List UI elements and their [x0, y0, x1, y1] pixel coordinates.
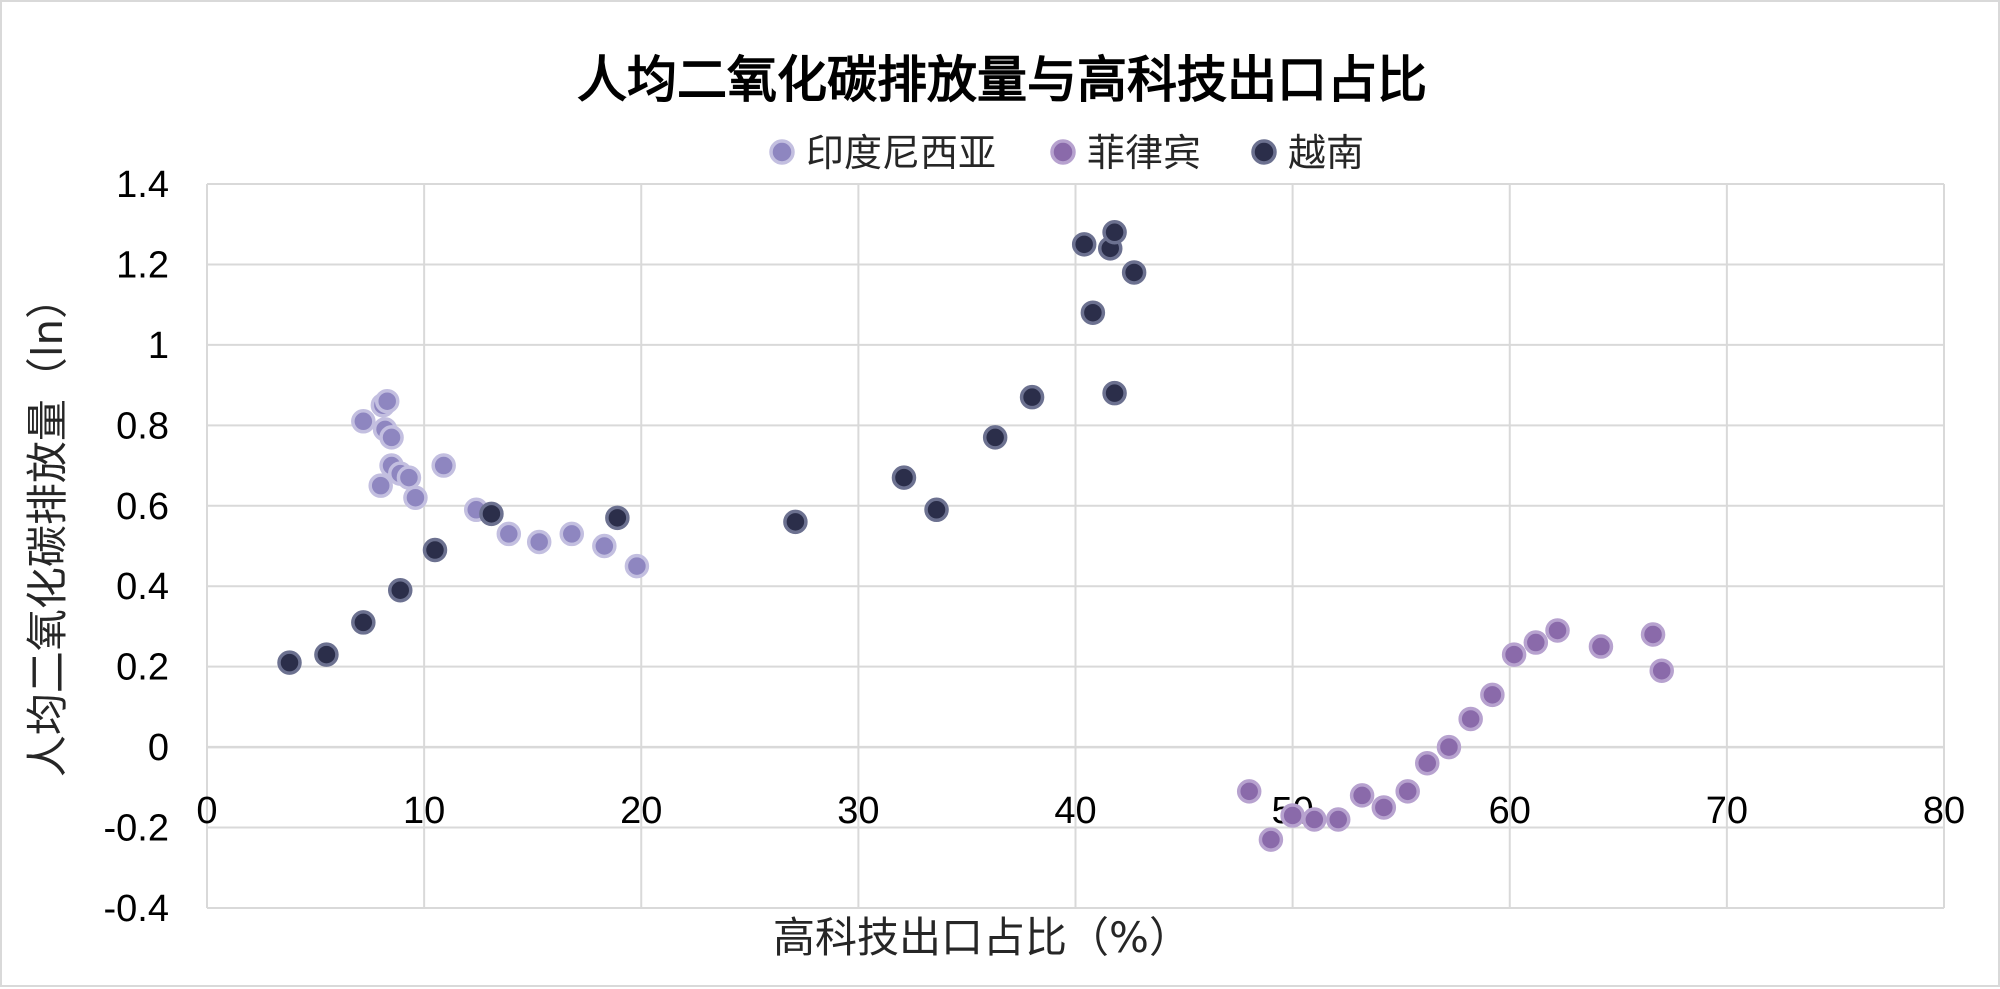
data-point-indonesia — [351, 409, 376, 434]
data-point-vietnam — [351, 610, 376, 635]
data-point-vietnam — [982, 425, 1008, 450]
data-point-indonesia — [379, 425, 404, 450]
data-point-indonesia — [374, 388, 400, 414]
y-tick-label: 0 — [148, 727, 169, 769]
data-point-philippines — [1588, 634, 1614, 659]
data-point-philippines — [1395, 779, 1420, 804]
data-point-philippines — [1436, 734, 1462, 760]
data-point-philippines — [1325, 807, 1351, 832]
data-point-philippines — [1302, 807, 1327, 832]
y-tick-label: 1.2 — [116, 244, 169, 286]
y-tick-label: -0.2 — [104, 808, 169, 850]
data-point-vietnam — [1019, 384, 1045, 410]
data-point-vietnam — [1080, 300, 1106, 325]
data-point-indonesia — [526, 529, 552, 555]
x-tick-label: 40 — [1054, 790, 1096, 832]
x-tick-label: 0 — [196, 790, 217, 832]
x-tick-label: 80 — [1923, 790, 1965, 832]
data-point-indonesia — [403, 485, 428, 510]
data-point-philippines — [1349, 783, 1375, 808]
data-point-vietnam — [783, 509, 808, 535]
data-point-philippines — [1258, 827, 1284, 852]
data-point-vietnam — [924, 497, 949, 523]
data-point-vietnam — [479, 501, 504, 527]
legend-label-indonesia: 印度尼西亚 — [806, 131, 996, 175]
chart-title: 人均二氧化碳排放量与高科技出口占比 — [577, 51, 1427, 109]
legend-marker-indonesia — [769, 139, 795, 165]
data-point-philippines — [1414, 750, 1440, 776]
data-point-vietnam — [387, 577, 413, 603]
legend-marker-vietnam — [1251, 139, 1277, 165]
x-tick-label: 20 — [620, 790, 662, 832]
legend-label-vietnam: 越南 — [1288, 131, 1364, 175]
data-point-vietnam — [1071, 232, 1097, 257]
data-point-vietnam — [277, 650, 302, 675]
x-tick-label: 10 — [403, 790, 445, 832]
data-points — [277, 220, 1674, 852]
data-point-philippines — [1280, 803, 1305, 828]
data-point-philippines — [1523, 630, 1549, 655]
y-tick-label: 0.2 — [116, 647, 169, 689]
data-point-indonesia — [496, 521, 522, 547]
tick-labels: -0.4-0.200.20.40.60.811.21.4010203040506… — [104, 164, 1966, 930]
series-philippines — [1236, 618, 1674, 852]
legend-marker-philippines — [1050, 139, 1076, 165]
data-point-indonesia — [431, 453, 456, 478]
legend-label-philippines: 菲律宾 — [1087, 131, 1201, 175]
data-point-vietnam — [891, 465, 917, 490]
y-axis-title: 人均二氧化碳排放量（ln） — [23, 277, 72, 777]
y-tick-label: 0.4 — [116, 566, 169, 608]
data-point-philippines — [1640, 622, 1666, 647]
data-point-philippines — [1236, 779, 1262, 804]
data-point-vietnam — [1102, 380, 1127, 406]
data-point-vietnam — [1102, 220, 1127, 245]
data-point-vietnam — [422, 537, 448, 563]
data-point-philippines — [1480, 682, 1505, 708]
data-point-indonesia — [592, 533, 617, 559]
data-point-indonesia — [624, 553, 650, 579]
data-point-philippines — [1649, 658, 1674, 683]
y-tick-label: -0.4 — [104, 888, 169, 930]
x-tick-label: 60 — [1489, 790, 1531, 832]
y-tick-label: 1.4 — [116, 164, 169, 206]
series-indonesia — [351, 388, 650, 579]
series-vietnam — [277, 220, 1147, 675]
data-point-philippines — [1501, 642, 1527, 667]
data-point-indonesia — [396, 465, 422, 490]
data-point-philippines — [1458, 706, 1483, 732]
data-point-philippines — [1545, 618, 1570, 643]
x-tick-label: 70 — [1706, 790, 1748, 832]
y-tick-label: 0.6 — [116, 486, 169, 528]
x-tick-label: 30 — [837, 790, 879, 832]
data-point-vietnam — [605, 505, 630, 531]
data-point-philippines — [1371, 795, 1397, 820]
data-point-indonesia — [559, 521, 585, 547]
data-point-vietnam — [314, 642, 339, 667]
data-point-indonesia — [368, 473, 393, 498]
y-tick-label: 0.8 — [116, 405, 169, 447]
x-axis-title: 高科技出口占比（%） — [773, 913, 1191, 962]
legend: 印度尼西亚 菲律宾 越南 — [769, 131, 1364, 175]
y-tick-label: 1 — [148, 325, 169, 367]
data-point-vietnam — [1121, 260, 1147, 285]
